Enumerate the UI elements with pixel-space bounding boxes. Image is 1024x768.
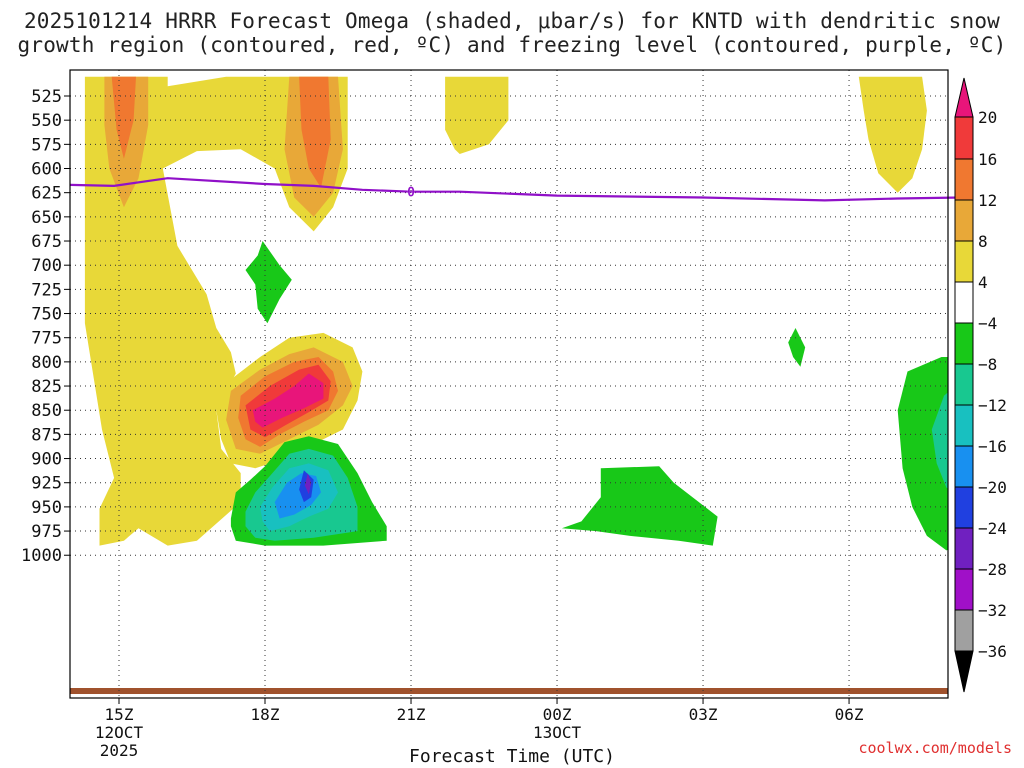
colorbar-segment xyxy=(954,568,974,611)
chart-title-line1: 2025101214 HRRR Forecast Omega (shaded, … xyxy=(23,9,1001,33)
colorbar-top-arrow xyxy=(954,77,974,118)
y-tick-label: 675 xyxy=(31,232,62,252)
x-axis-label: Forecast Time (UTC) xyxy=(409,746,615,767)
colorbar-label: −36 xyxy=(978,642,1007,661)
y-tick-label: 825 xyxy=(31,377,62,397)
y-tick-label: 700 xyxy=(31,256,62,276)
omega-region-downdraft-0130z xyxy=(561,466,718,546)
omega-region-updraft-west-peak xyxy=(111,76,136,159)
x-tick-label: 03Z xyxy=(689,705,718,724)
colorbar-label: −16 xyxy=(978,437,1007,456)
colorbar-segment xyxy=(954,527,974,570)
colorbar-segment xyxy=(954,199,974,242)
x-tick-label: 15Z xyxy=(105,705,134,724)
x-tick-label: 00Z xyxy=(543,705,572,724)
colorbar-segment xyxy=(954,609,974,652)
colorbar-segment xyxy=(954,404,974,447)
x-tick-date: 13OCT xyxy=(533,723,582,742)
colorbar-label: 4 xyxy=(978,273,988,292)
omega-shaded-regions xyxy=(84,76,948,551)
omega-region-downdraft-east xyxy=(897,357,948,551)
omega-region-updraft-center-peak xyxy=(252,373,324,428)
colorbar-segment xyxy=(954,116,974,160)
colorbar-label: 8 xyxy=(978,232,988,251)
y-tick-label: 575 xyxy=(31,135,62,155)
colorbar-segment xyxy=(954,486,974,529)
y-tick-label: 1000 xyxy=(21,546,62,566)
plot-frame xyxy=(69,69,949,699)
omega-region-updraft-east xyxy=(858,76,927,193)
colorbar-label: 16 xyxy=(978,150,997,169)
colorbar-label: −8 xyxy=(978,355,997,374)
y-tick-label: 750 xyxy=(31,305,62,325)
colorbar-label: −4 xyxy=(978,314,997,333)
site-credit: coolwx.com/models xyxy=(858,739,1012,757)
omega-region-downdraft-east-ring2 xyxy=(931,392,948,489)
colorbar-segment xyxy=(954,281,974,324)
colorbar-segment xyxy=(954,240,974,283)
x-tick-date: 12OCT xyxy=(95,723,144,742)
freezing-level-contour: 0 xyxy=(70,177,962,202)
x-tick-label: 18Z xyxy=(251,705,280,724)
colorbar: 20 16 12 8 4 −4 −8 −12 −16 −20 −24 −28 −32 −36 xyxy=(954,77,1007,693)
y-tick-label: 875 xyxy=(31,425,62,445)
y-tick-label: 775 xyxy=(31,329,62,349)
colorbar-segment xyxy=(954,322,974,365)
colorbar-segment xyxy=(954,445,974,488)
y-tick-label: 600 xyxy=(31,160,62,180)
y-tick-label: 800 xyxy=(31,353,62,373)
omega-region-downdraft-0430z xyxy=(788,328,806,367)
colorbar-segment xyxy=(954,363,974,406)
x-tick-year: 2025 xyxy=(100,741,139,760)
y-tick-label: 725 xyxy=(31,280,62,300)
freezing-level-label: 0 xyxy=(407,186,415,201)
freezing-level-line xyxy=(70,177,962,202)
y-tick-label: 650 xyxy=(31,208,62,228)
y-tick-label: 625 xyxy=(31,184,62,204)
omega-region-downdraft-700 xyxy=(245,241,292,324)
chart-title-line2: growth region (contoured, red, ºC) and f… xyxy=(17,33,1007,57)
y-tick-label: 950 xyxy=(31,498,62,518)
colorbar-label: 12 xyxy=(978,191,997,210)
y-tick-label: 850 xyxy=(31,401,62,421)
y-tick-label: 550 xyxy=(31,111,62,131)
omega-region-downdraft-lowlevel-peak xyxy=(304,473,312,495)
colorbar-label: −20 xyxy=(978,478,1007,497)
y-tick-label: 975 xyxy=(31,522,62,542)
colorbar-label: −12 xyxy=(978,396,1007,415)
y-tick-label: 925 xyxy=(31,474,62,494)
colorbar-label: −24 xyxy=(978,519,1007,538)
ground-surface xyxy=(70,688,948,694)
omega-region-updraft-band-peak xyxy=(299,76,331,188)
colorbar-label: −28 xyxy=(978,560,1007,579)
colorbar-label: 20 xyxy=(978,108,997,127)
colorbar-segment xyxy=(954,158,974,201)
x-tick-label: 06Z xyxy=(835,705,864,724)
omega-region-updraft-north xyxy=(445,76,509,154)
y-tick-label: 525 xyxy=(31,87,62,107)
x-tick-label: 21Z xyxy=(397,705,426,724)
y-tick-label: 900 xyxy=(31,450,62,470)
colorbar-bottom-arrow xyxy=(954,650,974,693)
omega-region-updraft-band-west xyxy=(84,76,348,546)
y-axis-ticks: 525 550 575 600 625 650 675 700 725 750 775 800 825 8… xyxy=(21,87,70,566)
colorbar-label: −32 xyxy=(978,601,1007,620)
